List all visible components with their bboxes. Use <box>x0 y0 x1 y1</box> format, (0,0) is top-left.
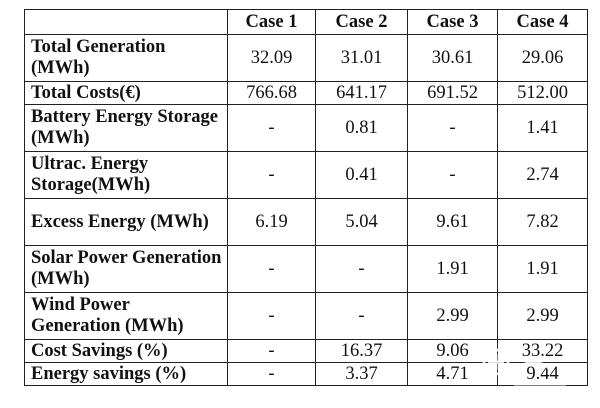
table-row: Ultrac. Energy Storage(MWh) - 0.41 - 2.7… <box>24 151 588 199</box>
table-cell: 9.61 <box>407 198 498 246</box>
table-cell: 3.37 <box>315 362 408 386</box>
row-label-energy-savings: Energy savings (%) <box>24 362 228 386</box>
row-label-total-costs: Total Costs(€) <box>24 81 228 105</box>
table-cell: - <box>227 104 316 152</box>
table-row: Total Costs(€) 766.68 641.17 691.52 512.… <box>24 81 588 105</box>
table-cell: 766.68 <box>227 81 316 105</box>
header-row: Case 1 Case 2 Case 3 Case 4 <box>24 9 588 35</box>
table-cell: 16.37 <box>315 339 408 363</box>
table-cell: - <box>227 245 316 293</box>
table-cell: 30.61 <box>407 34 498 82</box>
table-row: Cost Savings (%) - 16.37 9.06 33.22 <box>24 339 588 363</box>
table-cell: 4.71 <box>407 362 498 386</box>
table-cell: 512.00 <box>497 81 588 105</box>
header-case-3: Case 3 <box>407 9 498 35</box>
table-cell: - <box>227 362 316 386</box>
header-case-4: Case 4 <box>497 9 588 35</box>
table-cell: 7.82 <box>497 198 588 246</box>
row-label-cost-savings: Cost Savings (%) <box>24 339 228 363</box>
table-cell: - <box>315 245 408 293</box>
table-cell: - <box>227 151 316 199</box>
results-table: Case 1 Case 2 Case 3 Case 4 Total Genera… <box>24 9 588 386</box>
table-cell: 2.99 <box>407 292 498 340</box>
table-cell: 691.52 <box>407 81 498 105</box>
table-cell: 33.22 <box>497 339 588 363</box>
row-label-excess-energy: Excess Energy (MWh) <box>24 198 228 246</box>
row-label-solar-power-generation: Solar Power Generation (MWh) <box>24 245 228 293</box>
header-case-1: Case 1 <box>227 9 316 35</box>
table-cell: 2.74 <box>497 151 588 199</box>
table-cell: 2.99 <box>497 292 588 340</box>
table-cell: 1.41 <box>497 104 588 152</box>
table-cell: - <box>315 292 408 340</box>
table-cell: 9.44 <box>497 362 588 386</box>
table-cell: 1.91 <box>407 245 498 293</box>
table-cell: - <box>227 339 316 363</box>
table-cell: 5.04 <box>315 198 408 246</box>
table-row: Excess Energy (MWh) 6.19 5.04 9.61 7.82 <box>24 198 588 246</box>
row-label-battery-energy-storage: Battery Energy Storage (MWh) <box>24 104 228 152</box>
table-cell: - <box>227 292 316 340</box>
table-cell: 32.09 <box>227 34 316 82</box>
table-cell: 1.91 <box>497 245 588 293</box>
table-cell: 29.06 <box>497 34 588 82</box>
table-row: Wind Power Generation (MWh) - - 2.99 2.9… <box>24 292 588 340</box>
table-cell: - <box>407 104 498 152</box>
table-row: Battery Energy Storage (MWh) - 0.81 - 1.… <box>24 104 588 152</box>
table-cell: 9.06 <box>407 339 498 363</box>
table-row: Total Generation (MWh) 32.09 31.01 30.61… <box>24 34 588 82</box>
row-label-wind-power-generation: Wind Power Generation (MWh) <box>24 292 228 340</box>
table-row: Solar Power Generation (MWh) - - 1.91 1.… <box>24 245 588 293</box>
header-corner-cell <box>24 9 228 35</box>
table-row: Energy savings (%) - 3.37 4.71 9.44 <box>24 362 588 386</box>
row-label-ultrac-energy-storage: Ultrac. Energy Storage(MWh) <box>24 151 228 199</box>
table-cell: - <box>407 151 498 199</box>
table-cell: 31.01 <box>315 34 408 82</box>
table-cell: 0.41 <box>315 151 408 199</box>
table-cell: 0.81 <box>315 104 408 152</box>
table-cell: 641.17 <box>315 81 408 105</box>
table-cell: 6.19 <box>227 198 316 246</box>
row-label-total-generation: Total Generation (MWh) <box>24 34 228 82</box>
header-case-2: Case 2 <box>315 9 408 35</box>
